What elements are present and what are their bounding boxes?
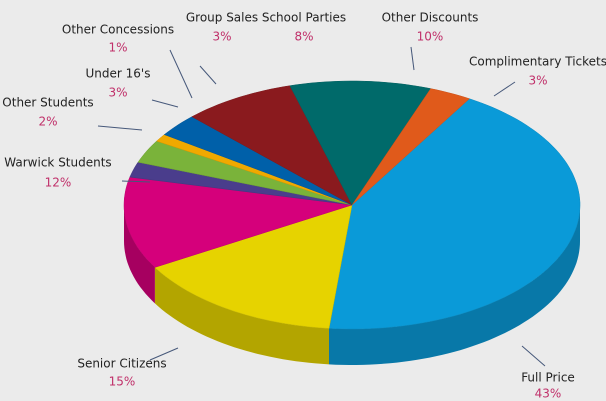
slice-value-label: 10% bbox=[417, 30, 444, 44]
leader-line bbox=[151, 99, 179, 108]
slice bbox=[163, 116, 353, 206]
slice bbox=[154, 204, 353, 329]
slice-side bbox=[154, 267, 329, 365]
slice-value-label: 2% bbox=[38, 115, 57, 129]
slice-value-label: 3% bbox=[212, 30, 231, 44]
leader-line bbox=[169, 49, 193, 99]
slice bbox=[129, 161, 353, 206]
slice-value-label: 1% bbox=[108, 41, 127, 55]
slice bbox=[137, 140, 353, 206]
slice-value-label: 3% bbox=[108, 86, 127, 100]
leader-line bbox=[410, 46, 415, 71]
slice-value-label: 15% bbox=[109, 375, 136, 389]
slice-side bbox=[329, 205, 580, 365]
slice bbox=[191, 85, 353, 206]
slice-label: Other Students bbox=[2, 96, 93, 110]
slice bbox=[328, 98, 581, 330]
slice-value-label: 8% bbox=[294, 30, 313, 44]
slice-label: Other Concessions bbox=[62, 23, 174, 37]
slice-value-label: 12% bbox=[45, 176, 72, 190]
slice bbox=[123, 176, 353, 268]
leader-line bbox=[121, 180, 151, 183]
slice bbox=[351, 88, 470, 206]
slice-label: Senior Citizens bbox=[77, 357, 166, 371]
leader-line bbox=[149, 347, 179, 361]
slice-label: Other Discounts bbox=[382, 11, 479, 25]
slice-label: School Parties bbox=[262, 11, 346, 25]
slice bbox=[289, 80, 432, 206]
slice-value-label: 43% bbox=[535, 387, 562, 401]
slice-label: Complimentary Tickets bbox=[469, 55, 606, 69]
slice-side bbox=[124, 205, 155, 304]
leader-line bbox=[97, 125, 143, 131]
slice-value-label: 3% bbox=[528, 74, 547, 88]
slice-label: Under 16's bbox=[86, 67, 151, 81]
slice-label: Full Price bbox=[521, 371, 575, 385]
leader-line bbox=[493, 81, 516, 97]
leader-line bbox=[521, 345, 546, 367]
leader-line bbox=[199, 65, 217, 85]
slice-label: Warwick Students bbox=[4, 156, 111, 170]
slice-label: Group Sales bbox=[186, 11, 258, 25]
